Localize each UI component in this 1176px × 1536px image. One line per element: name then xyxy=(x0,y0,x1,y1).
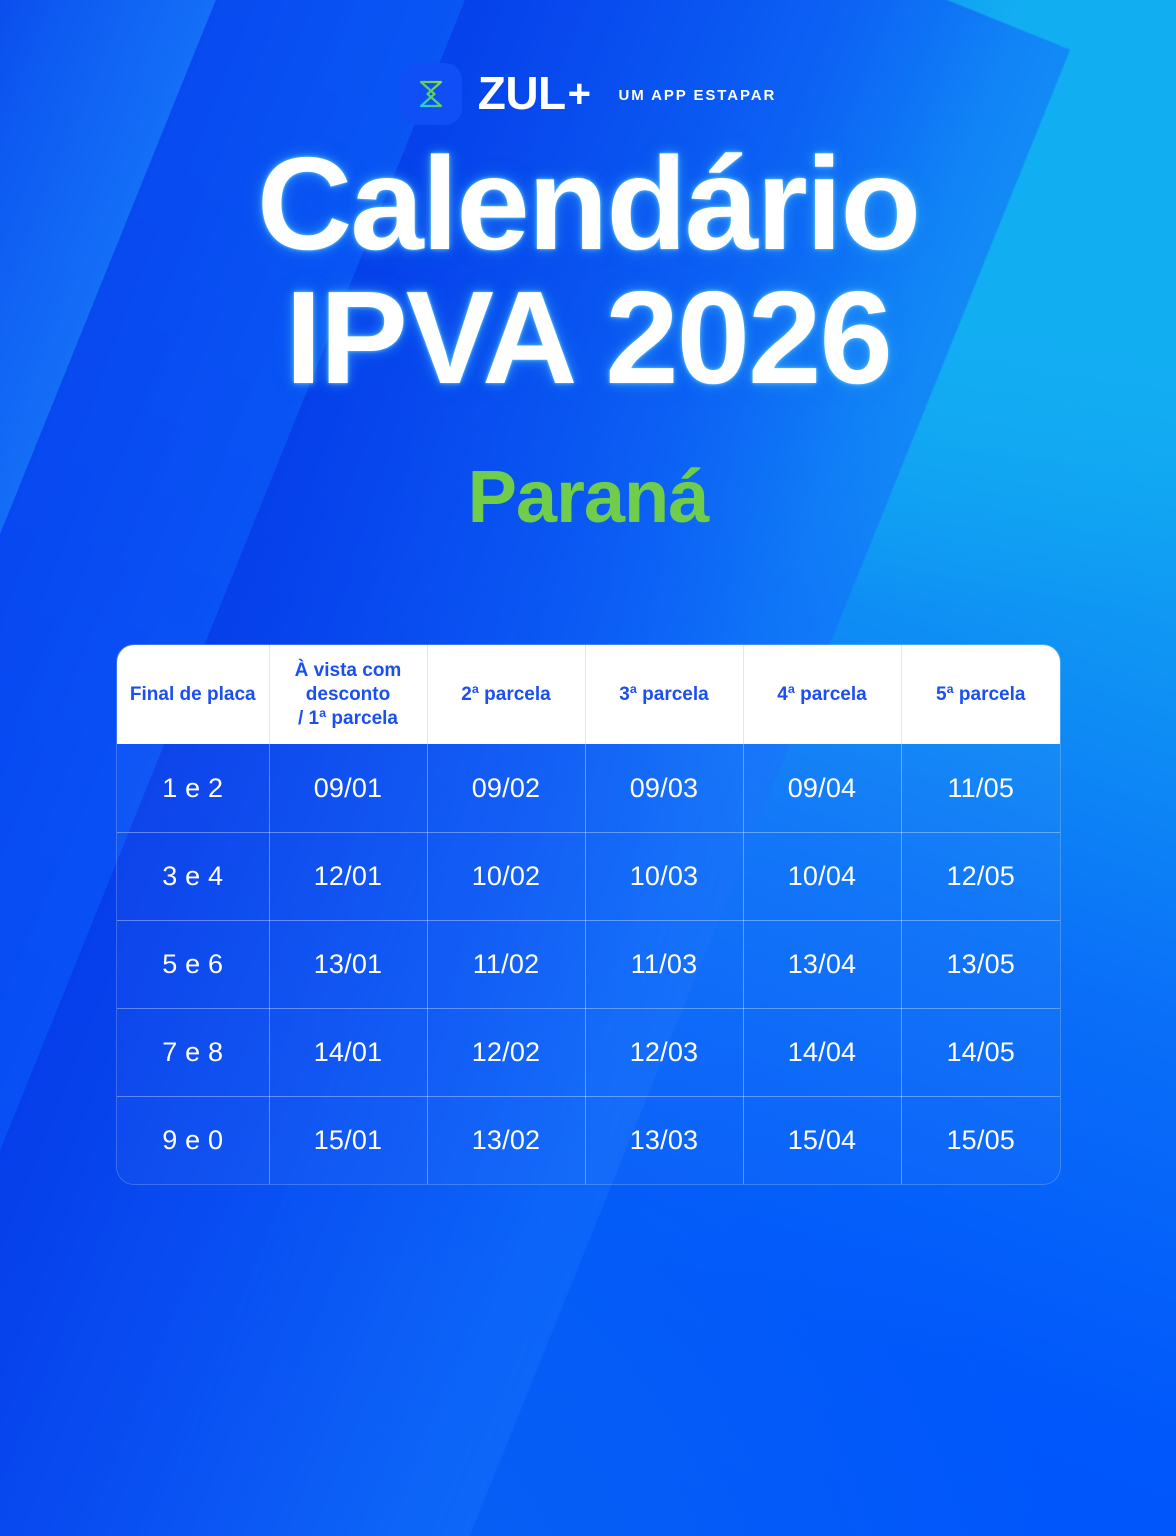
column-header-text-line2: desconto xyxy=(305,683,391,705)
column-header-text: 3ª parcela xyxy=(619,683,709,705)
column-header-a-vista-desconto: À vista com desconto / 1ª parcela xyxy=(269,645,428,745)
cell-parcela-2: 12/02 xyxy=(427,1008,586,1097)
brand-tagline: UM APP ESTAPAR xyxy=(618,86,777,104)
cell-parcela-5: 15/05 xyxy=(946,1125,1016,1155)
cell-placa: 5 e 6 xyxy=(117,920,270,1009)
column-header-text: Final de placa xyxy=(129,683,256,705)
cell-parcela-1: 12/01 xyxy=(269,832,428,921)
table-body: 1 e 2 09/01 09/02 09/03 09/04 11/05 3 e … xyxy=(117,744,1060,1185)
cell-parcela-5: 13/05 xyxy=(901,920,1060,1009)
column-header-text-line3: / 1ª parcela xyxy=(298,707,398,729)
cell-parcela-2: 11/02 xyxy=(427,920,586,1009)
table-row: 9 e 0 15/01 13/02 13/03 15/04 15/05 xyxy=(117,1096,1060,1185)
cell-parcela-5: 14/05 xyxy=(901,1008,1060,1097)
column-header-text-line1: À vista com xyxy=(294,660,402,681)
brand-wordmark: ZUL + xyxy=(478,70,591,116)
brand-bar: ZUL + UM APP ESTAPAR xyxy=(0,63,1176,125)
cell-parcela-3: 13/03 xyxy=(585,1096,744,1185)
cell-placa: 3 e 4 xyxy=(117,832,270,921)
column-header-final-de-placa: Final de placa xyxy=(117,645,270,745)
cell-parcela-4: 13/04 xyxy=(743,920,902,1009)
cell-parcela-3: 11/03 xyxy=(585,920,744,1009)
column-header-parcela-5: 5ª parcela xyxy=(901,645,1060,745)
title-line-1: Calendário xyxy=(256,130,921,277)
cell-parcela-3: 10/03 xyxy=(585,832,744,921)
title-line-2: IPVA 2026 xyxy=(285,264,893,412)
page-title: Calendário IPVA 2026 xyxy=(0,130,1176,412)
table-row: 7 e 8 14/01 12/02 12/03 14/04 14/05 xyxy=(117,1008,1060,1097)
column-header-text: 5ª parcela xyxy=(936,683,1026,705)
cell-parcela-2: 10/02 xyxy=(427,832,586,921)
cell-parcela-1: 13/01 xyxy=(269,920,428,1009)
cell-parcela-4: 09/04 xyxy=(743,744,902,833)
brand-wordmark-text: ZUL xyxy=(477,67,566,119)
table-row: 3 e 4 12/01 10/02 10/03 10/04 12/05 xyxy=(117,832,1060,921)
cell-parcela-5: 12/05 xyxy=(901,832,1060,921)
cell-placa: 1 e 2 xyxy=(117,744,270,833)
table-row: 5 e 6 13/01 11/02 11/03 13/04 13/05 xyxy=(117,920,1060,1009)
cell-parcela-4: 14/04 xyxy=(743,1008,902,1097)
cell-parcela-4: 10/04 xyxy=(743,832,902,921)
cell-parcela-4: 15/04 xyxy=(743,1096,902,1185)
page-subtitle-state: Paraná xyxy=(467,455,710,538)
cell-parcela-2: 09/02 xyxy=(427,744,586,833)
cell-parcela-5: 11/05 xyxy=(901,744,1060,833)
column-header-text: 2ª parcela xyxy=(461,683,551,705)
cell-placa: 9 e 0 xyxy=(117,1096,270,1185)
table-row: 1 e 2 09/01 09/02 09/03 09/04 11/05 xyxy=(117,744,1060,833)
column-header-parcela-2: 2ª parcela xyxy=(427,645,586,745)
column-header-text: 4ª parcela xyxy=(777,683,867,705)
brand-plus-glyph: + xyxy=(567,72,591,116)
cell-parcela-3: 12/03 xyxy=(585,1008,744,1097)
zul-logo-icon xyxy=(399,63,462,125)
cell-parcela-3: 09/03 xyxy=(585,744,744,833)
ipva-calendar-table-container: Final de placa À vista com desconto / 1ª… xyxy=(117,645,1060,1185)
cell-parcela-1: 15/01 xyxy=(269,1096,428,1185)
column-header-parcela-3: 3ª parcela xyxy=(585,645,744,745)
cell-parcela-1: 09/01 xyxy=(269,744,428,833)
cell-parcela-1: 14/01 xyxy=(269,1008,428,1097)
ipva-calendar-table: Final de placa À vista com desconto / 1ª… xyxy=(117,645,1060,1185)
table-header-row: Final de placa À vista com desconto / 1ª… xyxy=(117,645,1060,745)
cell-placa: 7 e 8 xyxy=(117,1008,270,1097)
table-header: Final de placa À vista com desconto / 1ª… xyxy=(117,645,1060,745)
cell-parcela-2: 13/02 xyxy=(427,1096,586,1185)
column-header-parcela-4: 4ª parcela xyxy=(743,645,902,745)
